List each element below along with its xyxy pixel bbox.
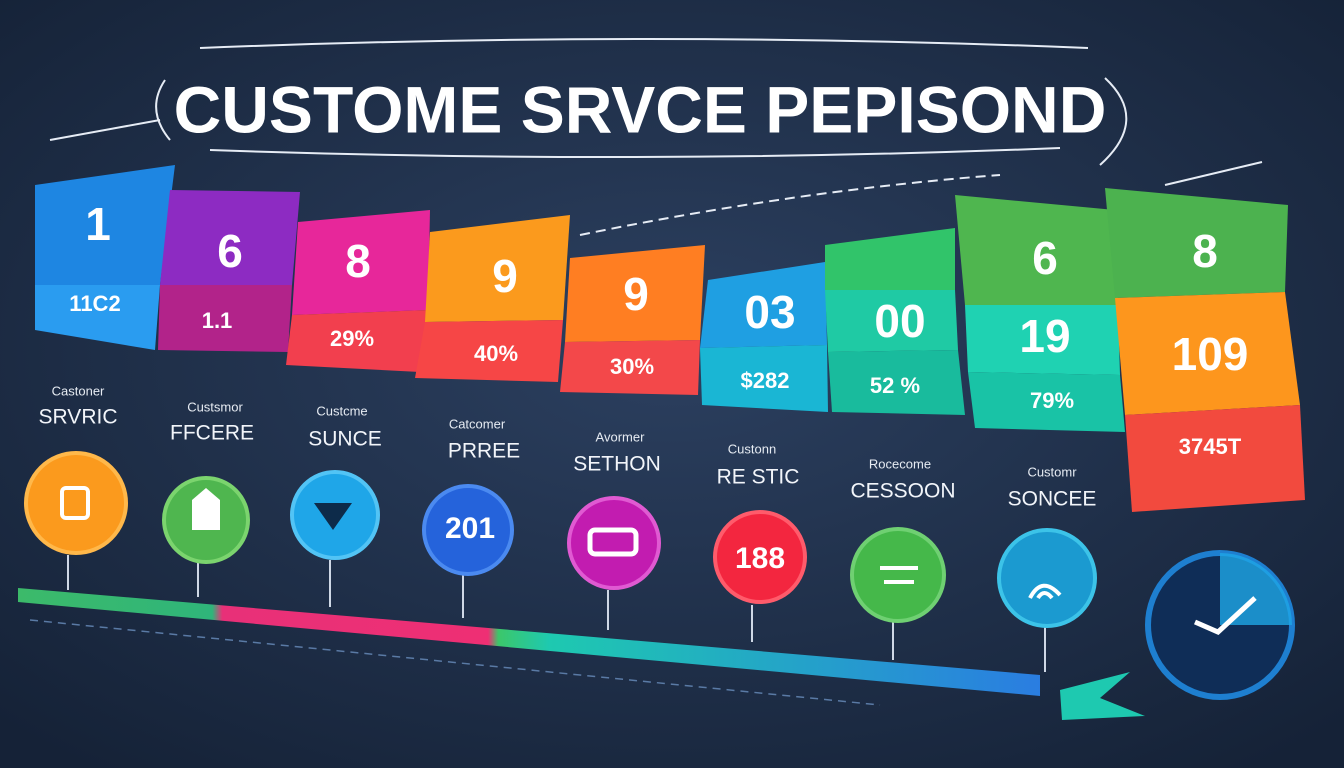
label-large: SUNCE <box>308 428 382 451</box>
card-number: 8 <box>1192 225 1218 277</box>
circle-text: 201 <box>445 512 495 545</box>
circles: 201 188 <box>24 451 1295 700</box>
circle-icon <box>24 451 128 555</box>
card-panel <box>565 245 705 342</box>
circle-icon <box>422 484 514 576</box>
icon <box>587 527 639 557</box>
card-value: 30% <box>610 354 654 379</box>
circle-icon <box>713 510 807 604</box>
card-panel <box>965 305 1120 375</box>
labels: Castoner SRVRIC Custsmor FFCERE Custcme … <box>39 383 1097 510</box>
label-large: CESSOON <box>850 480 955 503</box>
card-panel <box>160 190 300 285</box>
card-number: 1 <box>85 198 111 250</box>
card-value: 79% <box>1030 388 1074 413</box>
card-panel <box>825 228 955 290</box>
icon <box>192 488 220 530</box>
circle-icon <box>997 528 1097 628</box>
card-number: 9 <box>623 268 649 320</box>
circle-text: 188 <box>735 542 785 575</box>
dashed-line <box>29 619 881 706</box>
arrow <box>1060 672 1145 720</box>
card-value: 40% <box>474 341 518 366</box>
circle-icon <box>567 496 661 590</box>
label-small: Rocecome <box>869 456 931 471</box>
card-panel <box>1105 188 1288 298</box>
label-small: Custonn <box>728 441 776 456</box>
label-small: Avormer <box>596 429 646 444</box>
label-large: SRVRIC <box>39 406 118 429</box>
card-panel <box>415 320 563 382</box>
label-large: SONCEE <box>1008 488 1097 511</box>
card-number: 9 <box>492 250 518 302</box>
label-small: Customr <box>1027 464 1077 479</box>
card-value: 52 % <box>870 373 920 398</box>
card-panel <box>700 345 828 412</box>
icon <box>314 503 352 530</box>
card-number: 6 <box>217 225 243 277</box>
card-value: $282 <box>741 368 790 393</box>
card-panel <box>1115 292 1300 415</box>
card-panel <box>286 310 428 372</box>
card-number: 8 <box>345 235 371 287</box>
card-panel <box>1125 405 1305 512</box>
card-number: 00 <box>874 295 925 347</box>
card-panel <box>700 262 827 348</box>
card-value: 109 <box>1172 328 1249 380</box>
card-value: 1.1 <box>202 308 233 333</box>
card-value: 19 <box>1019 310 1070 362</box>
clock-hands <box>1194 596 1257 635</box>
card-value: 11C2 <box>69 291 120 316</box>
timeline-bar <box>18 588 1040 696</box>
card-panel <box>955 195 1118 305</box>
icon <box>880 566 918 584</box>
card-panel <box>35 165 175 285</box>
label-large: RE STIC <box>717 466 800 489</box>
card-panel <box>292 210 430 315</box>
clock-face <box>1220 553 1292 625</box>
circle-icon <box>850 527 946 623</box>
card-panel <box>968 372 1125 432</box>
card-panel <box>35 285 160 350</box>
label-small: Castoner <box>52 383 105 398</box>
card-value: 3745T <box>1179 434 1242 459</box>
card-panel <box>158 285 292 352</box>
card-panel <box>425 215 570 322</box>
card-texts: 1 11C2 6 1.1 8 29% 9 40% 9 30% 03 $282 0… <box>69 198 1248 459</box>
cards <box>35 165 1305 512</box>
icon <box>1028 583 1062 600</box>
label-large: PRREE <box>448 440 520 463</box>
decor-lines <box>49 38 1263 236</box>
card-number: 03 <box>744 286 795 338</box>
card-number: 6 <box>1032 232 1058 284</box>
card-panel <box>825 290 958 352</box>
icon <box>60 486 90 520</box>
card-panel <box>828 350 965 415</box>
label-large: FFCERE <box>170 422 254 445</box>
label-small: Custsmor <box>187 399 243 414</box>
card-panel <box>560 340 700 395</box>
label-small: Catcomer <box>449 416 506 431</box>
label-large: SETHON <box>573 453 661 476</box>
label-small: Custcme <box>316 403 367 418</box>
title: CUSTOME SRVCE PEPISOND <box>174 72 1107 146</box>
card-value: 29% <box>330 326 374 351</box>
